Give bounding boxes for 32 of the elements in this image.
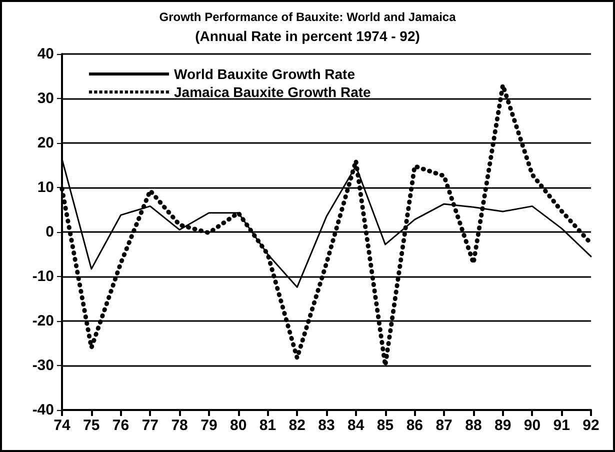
x-tick-label: 91 [553,417,570,434]
x-tick-label: 88 [465,417,482,434]
y-tick-label: -30 [32,357,54,374]
y-tick-label: -40 [32,402,54,418]
x-tick-label: 86 [406,417,424,434]
y-tick-label: -10 [32,268,54,285]
x-tick-label: 81 [259,417,276,434]
legend-label: World Bauxite Growth Rate [174,66,356,82]
y-tick-label: 0 [46,224,54,240]
x-tick-label: 82 [288,417,306,434]
legend-label: Jamaica Bauxite Growth Rate [174,84,372,100]
y-tick-label: 20 [37,134,54,152]
chart-title: Growth Performance of Bauxite: World and Jamaica [159,10,456,24]
x-tick-label: 78 [171,417,188,434]
x-tick-label: 80 [230,417,247,434]
x-tick-label: 83 [318,417,335,434]
y-tick-label: 10 [37,179,54,196]
y-tick-label: 30 [37,90,54,107]
x-tick-label: 90 [524,417,541,434]
x-tick-label: 74 [54,417,71,434]
x-tick-label: 87 [436,417,452,434]
y-tick-label: 40 [37,46,54,62]
chart-subtitle: (Annual Rate in percent 1974 - 92) [195,28,420,44]
x-tick-label: 75 [83,417,100,434]
x-tick-label: 79 [200,417,218,434]
x-tick-label: 85 [376,417,394,434]
x-tick-label: 77 [142,417,159,434]
x-tick-label: 92 [582,417,600,434]
y-tick-label: -20 [32,312,54,330]
x-tick-label: 76 [112,417,130,434]
x-tick-label: 89 [494,417,512,434]
x-tick-label: 84 [348,417,365,434]
